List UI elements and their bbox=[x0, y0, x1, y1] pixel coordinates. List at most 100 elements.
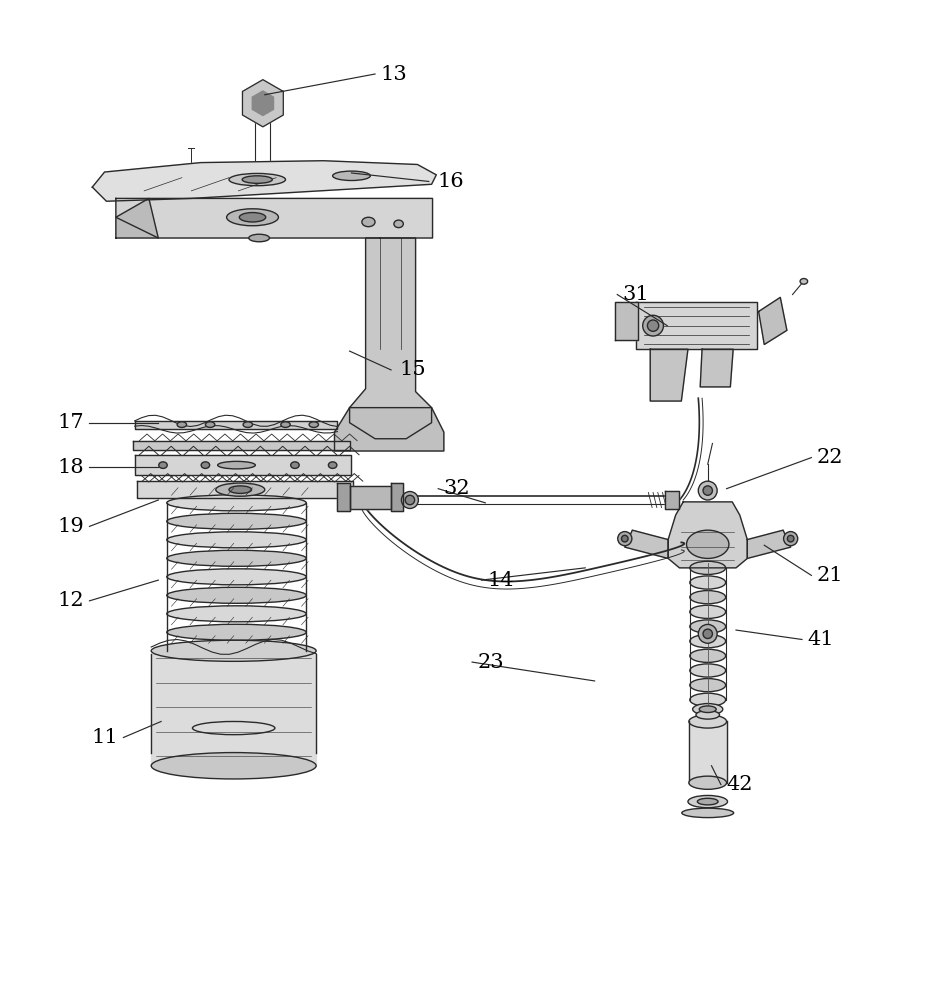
Polygon shape bbox=[133, 441, 350, 450]
Text: 19: 19 bbox=[57, 517, 84, 536]
Ellipse shape bbox=[216, 483, 264, 496]
Ellipse shape bbox=[227, 209, 279, 226]
Ellipse shape bbox=[362, 217, 375, 227]
Text: 16: 16 bbox=[437, 172, 464, 191]
Text: 15: 15 bbox=[399, 360, 426, 379]
Polygon shape bbox=[252, 91, 274, 115]
Ellipse shape bbox=[689, 715, 726, 728]
Ellipse shape bbox=[167, 569, 306, 585]
Polygon shape bbox=[665, 491, 680, 509]
Ellipse shape bbox=[788, 535, 794, 542]
Polygon shape bbox=[350, 238, 431, 439]
Ellipse shape bbox=[686, 530, 729, 558]
Ellipse shape bbox=[784, 532, 797, 546]
Polygon shape bbox=[350, 486, 392, 509]
Text: 31: 31 bbox=[623, 285, 649, 304]
Ellipse shape bbox=[152, 640, 316, 661]
Ellipse shape bbox=[699, 481, 717, 500]
Ellipse shape bbox=[229, 486, 251, 493]
Polygon shape bbox=[747, 530, 791, 558]
Ellipse shape bbox=[690, 605, 725, 618]
Polygon shape bbox=[116, 198, 432, 238]
Ellipse shape bbox=[242, 176, 272, 183]
Ellipse shape bbox=[696, 711, 720, 719]
Ellipse shape bbox=[167, 643, 306, 659]
Ellipse shape bbox=[167, 532, 306, 548]
Ellipse shape bbox=[690, 693, 725, 706]
Ellipse shape bbox=[703, 486, 713, 495]
Ellipse shape bbox=[248, 234, 269, 242]
Ellipse shape bbox=[401, 492, 418, 508]
Ellipse shape bbox=[167, 513, 306, 529]
Ellipse shape bbox=[643, 315, 664, 336]
Ellipse shape bbox=[393, 220, 403, 228]
Polygon shape bbox=[650, 349, 688, 401]
Ellipse shape bbox=[690, 576, 725, 589]
Ellipse shape bbox=[690, 561, 725, 574]
Ellipse shape bbox=[158, 462, 167, 468]
Polygon shape bbox=[135, 421, 337, 429]
Text: 32: 32 bbox=[444, 479, 470, 498]
Polygon shape bbox=[335, 408, 444, 451]
Ellipse shape bbox=[690, 635, 725, 648]
Ellipse shape bbox=[229, 173, 285, 186]
Text: 21: 21 bbox=[817, 566, 844, 585]
Text: 22: 22 bbox=[817, 448, 844, 467]
Text: 17: 17 bbox=[57, 413, 84, 432]
Ellipse shape bbox=[690, 591, 725, 604]
Ellipse shape bbox=[690, 620, 725, 633]
Text: 18: 18 bbox=[57, 458, 84, 477]
Ellipse shape bbox=[291, 462, 300, 468]
Polygon shape bbox=[625, 530, 668, 558]
Polygon shape bbox=[152, 654, 316, 766]
Polygon shape bbox=[243, 80, 283, 127]
Ellipse shape bbox=[618, 532, 632, 546]
Ellipse shape bbox=[309, 422, 319, 427]
Ellipse shape bbox=[690, 649, 725, 662]
Text: 13: 13 bbox=[380, 65, 408, 84]
Ellipse shape bbox=[405, 495, 414, 505]
Ellipse shape bbox=[699, 624, 717, 643]
Polygon shape bbox=[668, 502, 747, 568]
Ellipse shape bbox=[690, 664, 725, 677]
Text: 11: 11 bbox=[91, 728, 118, 747]
Polygon shape bbox=[701, 349, 733, 387]
Ellipse shape bbox=[177, 422, 187, 427]
Polygon shape bbox=[636, 302, 757, 349]
Ellipse shape bbox=[152, 753, 316, 779]
Ellipse shape bbox=[689, 776, 726, 789]
Polygon shape bbox=[337, 483, 350, 511]
Ellipse shape bbox=[206, 422, 215, 427]
Ellipse shape bbox=[800, 279, 808, 284]
Ellipse shape bbox=[693, 704, 722, 715]
Ellipse shape bbox=[690, 679, 725, 692]
Polygon shape bbox=[137, 481, 354, 498]
Text: 12: 12 bbox=[57, 591, 84, 610]
Ellipse shape bbox=[688, 795, 727, 808]
Polygon shape bbox=[689, 721, 726, 783]
Ellipse shape bbox=[622, 535, 629, 542]
Ellipse shape bbox=[167, 587, 306, 603]
Ellipse shape bbox=[167, 624, 306, 640]
Text: 42: 42 bbox=[726, 775, 753, 794]
Ellipse shape bbox=[647, 320, 659, 331]
Ellipse shape bbox=[201, 462, 210, 468]
Ellipse shape bbox=[167, 495, 306, 511]
Ellipse shape bbox=[700, 706, 716, 713]
Polygon shape bbox=[135, 455, 352, 475]
Ellipse shape bbox=[703, 629, 713, 639]
Ellipse shape bbox=[328, 462, 337, 468]
Polygon shape bbox=[92, 161, 436, 201]
Ellipse shape bbox=[239, 213, 265, 222]
Text: 41: 41 bbox=[808, 630, 834, 649]
Text: 23: 23 bbox=[478, 653, 504, 672]
Ellipse shape bbox=[698, 798, 718, 805]
Ellipse shape bbox=[682, 808, 734, 818]
Ellipse shape bbox=[281, 422, 290, 427]
Ellipse shape bbox=[218, 461, 255, 469]
Ellipse shape bbox=[167, 606, 306, 622]
Polygon shape bbox=[758, 297, 787, 344]
Polygon shape bbox=[116, 198, 158, 238]
Polygon shape bbox=[392, 483, 403, 511]
Ellipse shape bbox=[333, 171, 371, 181]
